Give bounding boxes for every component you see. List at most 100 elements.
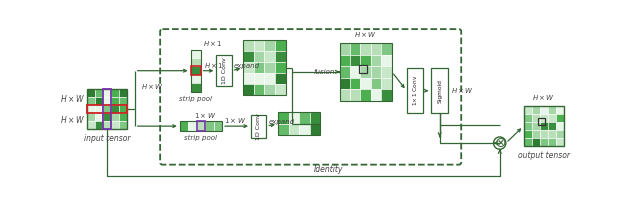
Bar	[243, 40, 285, 95]
Bar	[532, 122, 540, 130]
Bar	[264, 84, 275, 95]
Text: Identity: Identity	[314, 165, 342, 174]
Bar	[87, 105, 127, 113]
Text: 1D Conv: 1D Conv	[221, 57, 227, 84]
Bar	[111, 105, 119, 113]
Bar	[95, 121, 103, 129]
Bar	[350, 43, 360, 54]
Bar	[264, 73, 275, 84]
Bar	[381, 89, 392, 101]
Bar	[548, 106, 556, 114]
Bar	[540, 114, 548, 122]
Bar	[95, 105, 103, 113]
Bar	[556, 122, 564, 130]
Bar	[371, 78, 381, 89]
Bar	[275, 40, 285, 51]
Bar	[264, 51, 275, 62]
Bar	[360, 54, 371, 66]
Text: output tensor: output tensor	[518, 151, 570, 160]
Bar	[538, 118, 545, 125]
Bar	[191, 75, 200, 83]
Bar	[524, 138, 532, 146]
Bar	[299, 112, 310, 124]
Text: expand: expand	[269, 118, 295, 125]
Text: $H \times W$: $H \times W$	[60, 93, 84, 104]
Bar	[556, 130, 564, 138]
Bar	[532, 130, 540, 138]
Bar	[119, 89, 127, 97]
Text: $H \times W$: $H \times W$	[451, 86, 474, 95]
Bar	[532, 114, 540, 122]
Bar	[191, 66, 200, 75]
Bar	[532, 138, 540, 146]
Text: input tensor: input tensor	[84, 134, 131, 143]
Bar	[299, 124, 310, 135]
Bar	[360, 78, 371, 89]
Bar	[524, 106, 564, 146]
Bar	[216, 55, 232, 86]
Bar	[103, 89, 111, 97]
Bar	[371, 66, 381, 78]
Bar	[188, 121, 196, 131]
Bar	[196, 121, 205, 131]
Text: $H \times 1$: $H \times 1$	[203, 39, 222, 48]
Bar	[431, 68, 448, 113]
Bar	[243, 51, 254, 62]
Bar	[103, 121, 111, 129]
Bar	[214, 121, 222, 131]
Bar	[360, 43, 371, 54]
Bar	[371, 54, 381, 66]
Bar	[254, 84, 264, 95]
Bar	[350, 54, 360, 66]
Bar	[556, 114, 564, 122]
Bar	[243, 84, 254, 95]
Bar	[103, 89, 111, 129]
Bar	[360, 89, 371, 101]
Text: fusion: fusion	[314, 69, 335, 75]
Bar	[524, 114, 532, 122]
Text: strip pool: strip pool	[184, 135, 218, 141]
Bar	[278, 124, 289, 135]
Bar	[87, 105, 95, 113]
Bar	[524, 130, 532, 138]
Bar	[87, 97, 95, 105]
Bar	[381, 78, 392, 89]
Bar	[191, 58, 200, 66]
Bar	[87, 113, 95, 121]
Bar	[87, 89, 95, 97]
Bar	[264, 40, 275, 51]
Bar	[540, 130, 548, 138]
Bar	[251, 115, 266, 138]
Bar	[340, 54, 350, 66]
Bar	[103, 97, 111, 105]
Bar	[350, 78, 360, 89]
Bar	[360, 66, 371, 78]
Bar	[556, 106, 564, 114]
Bar	[278, 112, 320, 135]
Bar	[548, 122, 556, 130]
Bar	[87, 121, 95, 129]
Bar	[254, 73, 264, 84]
Bar	[289, 124, 299, 135]
Bar	[191, 83, 200, 92]
Text: $H \times W$: $H \times W$	[354, 30, 377, 39]
Bar	[243, 62, 254, 73]
Bar	[540, 138, 548, 146]
Bar	[111, 89, 119, 97]
Bar	[556, 138, 564, 146]
Text: $1 \times W$: $1 \times W$	[225, 116, 246, 125]
Text: strip pool: strip pool	[179, 96, 212, 102]
Bar	[275, 84, 285, 95]
Text: Sigmoid: Sigmoid	[437, 79, 442, 103]
Bar	[381, 66, 392, 78]
Bar	[524, 122, 532, 130]
Bar	[275, 51, 285, 62]
Bar	[119, 121, 127, 129]
Bar	[205, 121, 214, 131]
Bar	[191, 66, 200, 75]
Bar	[180, 121, 222, 131]
Bar	[180, 121, 188, 131]
Bar	[275, 73, 285, 84]
Bar	[548, 138, 556, 146]
Bar	[254, 51, 264, 62]
